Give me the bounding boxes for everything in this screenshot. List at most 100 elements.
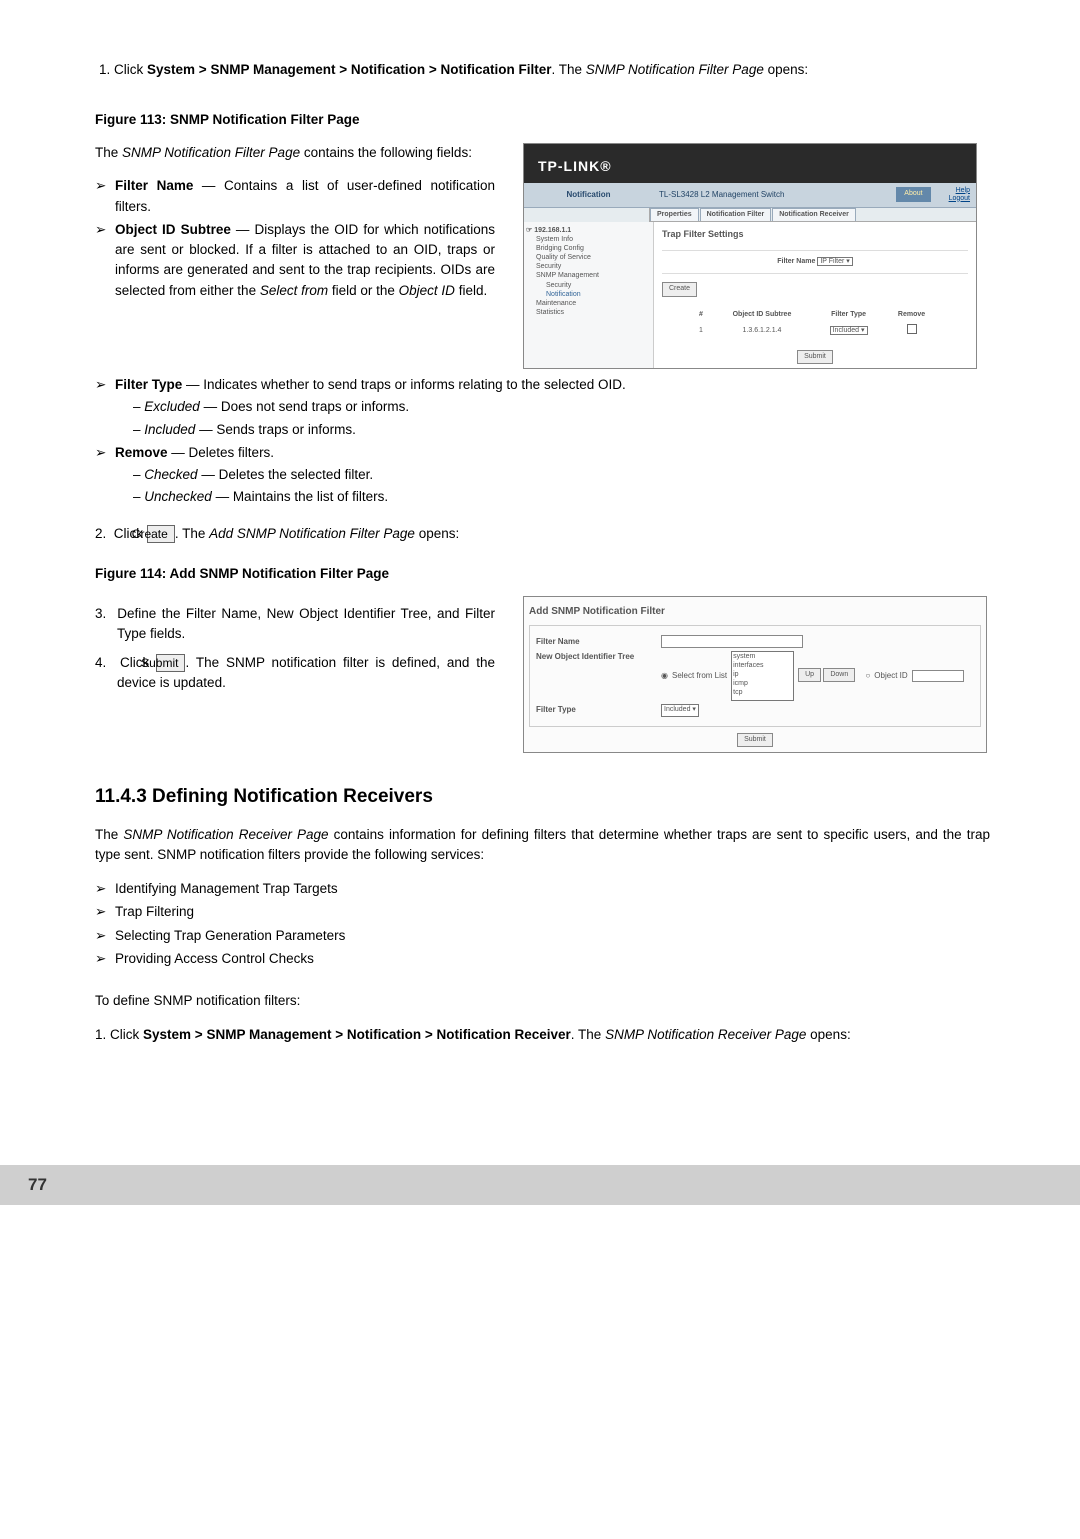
cell-oid: 1.3.6.1.2.1.4 (712, 323, 812, 340)
main-heading: Trap Filter Settings (662, 228, 968, 242)
radio-select-list[interactable]: ◉ (661, 670, 668, 682)
remove-checkbox[interactable] (907, 324, 917, 334)
help-logout[interactable]: Help Logout (949, 187, 976, 202)
list-item[interactable]: interfaces (733, 661, 793, 670)
filter-name-row: Filter Name IP Filter ▾ (662, 250, 968, 275)
list-item: Providing Access Control Checks (95, 949, 990, 969)
txt: Add SNMP Notification Filter Page (209, 526, 415, 541)
sub-list: – Excluded — Does not send traps or info… (115, 397, 990, 440)
step-num: 3. (95, 606, 106, 621)
figure-114-screenshot: Add SNMP Notification Filter Filter Name… (523, 596, 987, 753)
step-num: 1. (99, 62, 110, 77)
filter-name-input[interactable] (661, 635, 803, 648)
header-text: TL-SL3428 L2 Management Switch (653, 185, 896, 205)
down-button[interactable]: Down (823, 668, 855, 683)
step-num: 2. (95, 526, 106, 541)
tree-sub[interactable]: Security (526, 281, 651, 290)
tree-item[interactable]: SNMP Management (526, 271, 651, 280)
tab-notification-filter[interactable]: Notification Filter (700, 208, 772, 222)
tree-item[interactable]: Quality of Service (526, 253, 651, 262)
section-step-1: 1. Click System > SNMP Management > Noti… (95, 1025, 990, 1045)
filter-name-label: Filter Name (536, 636, 661, 648)
field-name: Object ID Subtree (115, 222, 231, 237)
logo: TP-LINK® (524, 144, 976, 183)
oid-tree-label: New Object Identifier Tree (536, 651, 661, 663)
section-heading: 11.4.3 Defining Notification Receivers (95, 783, 990, 812)
field-remove: Remove — Deletes filters. – Checked — De… (95, 443, 990, 508)
txt: — Deletes the selected filter. (198, 467, 374, 482)
txt: Object ID (399, 283, 455, 298)
list-item[interactable]: tcp (733, 688, 793, 697)
tree-item[interactable]: Statistics (526, 308, 651, 317)
tabs-row: Properties Notification Filter Notificat… (650, 208, 976, 223)
txt: — Does not send traps or informs. (200, 399, 409, 414)
define-text: To define SNMP notification filters: (95, 991, 990, 1011)
list-item[interactable]: icmp (733, 679, 793, 688)
txt: . The (175, 526, 209, 541)
txt: contains the following fields: (300, 145, 472, 160)
th-oid: Object ID Subtree (712, 309, 812, 322)
step-4: 4. Click Submit. The SNMP notification f… (95, 653, 495, 694)
field-desc: — Indicates whether to send traps or inf… (182, 377, 625, 392)
field-oid-subtree: Object ID Subtree — Displays the OID for… (95, 220, 495, 301)
oid-tree-row: New Object Identifier Tree ◉ Select from… (536, 651, 974, 701)
field-filter-name: Filter Name — Contains a list of user-de… (95, 176, 495, 217)
up-button[interactable]: Up (798, 668, 821, 683)
radio-object-id[interactable]: ○ (865, 670, 870, 682)
up-down-stack: Up Down (798, 668, 855, 685)
create-button-inline[interactable]: Create (147, 525, 175, 543)
fields-list-cont: Filter Type — Indicates whether to send … (95, 375, 990, 508)
tree-item[interactable]: System Info (526, 235, 651, 244)
th-remove: Remove (885, 309, 938, 322)
list-item: Identifying Management Trap Targets (95, 879, 990, 899)
page-footer: 77 (0, 1165, 1080, 1205)
sub-item: – Checked — Deletes the selected filter. (133, 465, 990, 485)
body: ☞ 192.168.1.1 System Info Bridging Confi… (524, 222, 976, 368)
txt: opens: (764, 62, 808, 77)
txt: SNMP Notification Receiver Page (605, 1027, 806, 1042)
table-row: 1 1.3.6.1.2.1.4 Included ▾ (692, 323, 938, 340)
txt: Excluded (144, 399, 200, 414)
main-panel: Trap Filter Settings Filter Name IP Filt… (654, 222, 976, 368)
txt: Select from (260, 283, 328, 298)
filter-table: # Object ID Subtree Filter Type Remove 1… (690, 307, 940, 342)
nav-path: System > SNMP Management > Notification … (147, 62, 551, 77)
figure-114-text: 3. Define the Filter Name, New Object Id… (95, 596, 495, 701)
figure-113-text: The SNMP Notification Filter Page contai… (95, 143, 495, 307)
tree-root[interactable]: ☞ 192.168.1.1 (526, 226, 651, 235)
oid-listbox[interactable]: system interfaces ip icmp tcp (731, 651, 794, 701)
sub-item: – Excluded — Does not send traps or info… (133, 397, 990, 417)
page-number: 77 (28, 1172, 47, 1198)
sub-list: – Checked — Deletes the selected filter.… (115, 465, 990, 508)
help-link[interactable]: Help (956, 187, 970, 194)
submit-button[interactable]: Submit (737, 733, 773, 748)
list-item[interactable]: ip (733, 670, 793, 679)
cell-num: 1 (692, 323, 710, 340)
nav-tree[interactable]: ☞ 192.168.1.1 System Info Bridging Confi… (524, 222, 654, 368)
txt: . The (551, 62, 585, 77)
page-name: SNMP Notification Filter Page (586, 62, 764, 77)
cell-type-select[interactable]: Included ▾ (830, 326, 868, 335)
filter-type-select[interactable]: Included ▾ (661, 704, 699, 717)
tab-notification-receiver[interactable]: Notification Receiver (772, 208, 856, 222)
field-name: Remove (115, 445, 168, 460)
logout-link[interactable]: Logout (949, 195, 970, 202)
object-id-input[interactable] (912, 670, 964, 682)
tree-sub-selected[interactable]: Notification (526, 290, 651, 299)
sub-item: – Unchecked — Maintains the list of filt… (133, 487, 990, 507)
submit-button[interactable]: Submit (797, 350, 833, 365)
filter-name-select[interactable]: IP Filter ▾ (817, 257, 852, 266)
tree-item[interactable]: Bridging Config (526, 244, 651, 253)
field-name: Filter Type (115, 377, 182, 392)
tree-item[interactable]: Maintenance (526, 299, 651, 308)
header-band: Notification TL-SL3428 L2 Management Swi… (524, 183, 976, 208)
txt: field or the (328, 283, 399, 298)
step-num: 1. (95, 1027, 106, 1042)
submit-button-inline[interactable]: Submit (156, 654, 185, 672)
tree-item[interactable]: Security (526, 262, 651, 271)
about-button[interactable]: About (896, 187, 930, 202)
tab-properties[interactable]: Properties (650, 208, 699, 222)
list-item[interactable]: system (733, 652, 793, 661)
create-button[interactable]: Create (662, 282, 697, 297)
txt: opens: (806, 1027, 850, 1042)
